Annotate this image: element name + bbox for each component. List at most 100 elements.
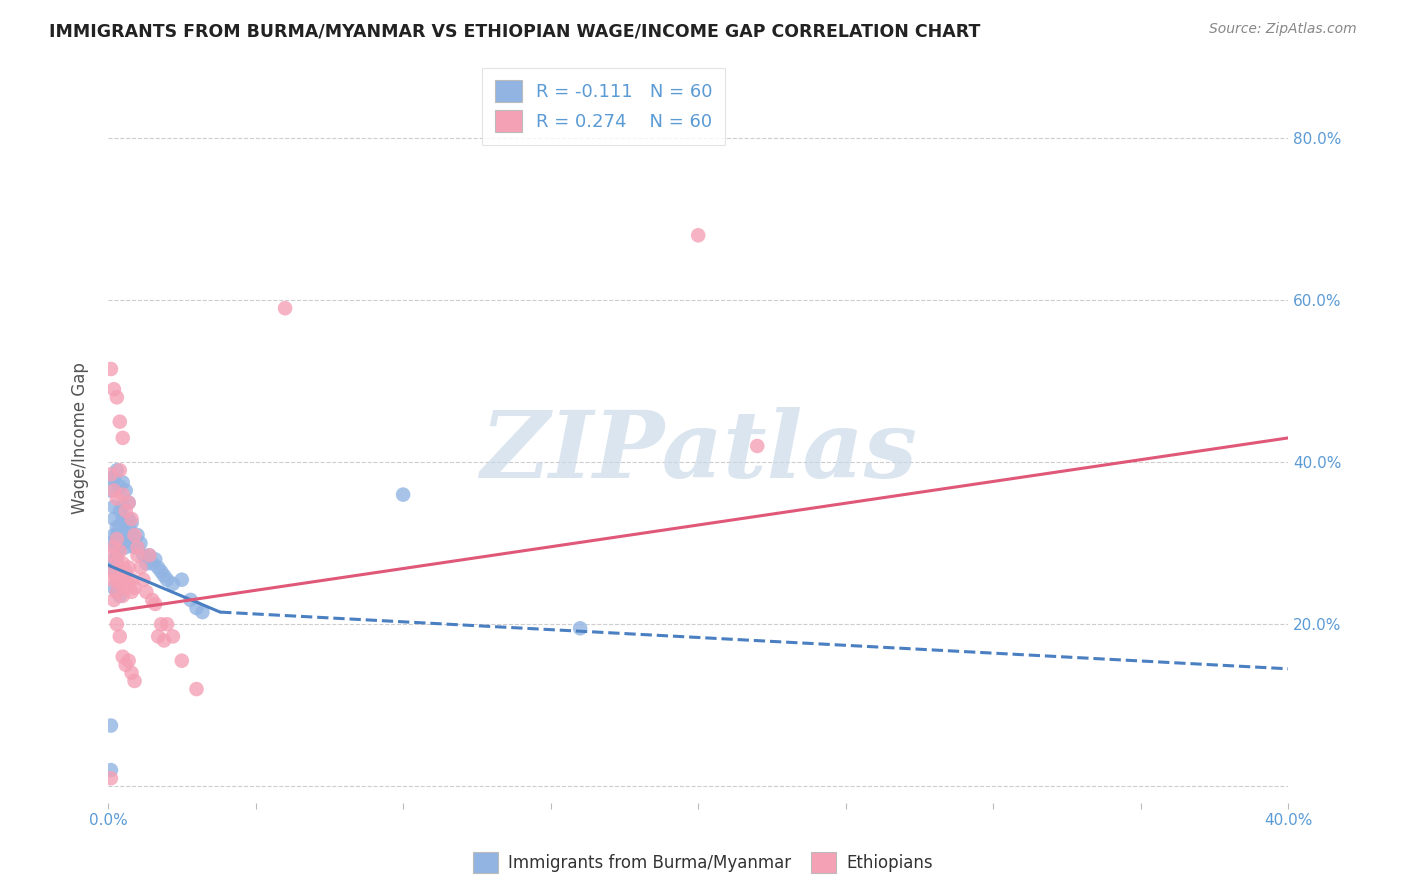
Point (105, 552, 128, 566)
Point (121, 528, 143, 542)
Legend: R = -0.111   N = 60, R = 0.274    N = 60: R = -0.111 N = 60, R = 0.274 N = 60 (482, 68, 725, 145)
Point (121, 584, 143, 599)
Point (111, 431, 134, 445)
Point (124, 541, 146, 555)
Point (105, 532, 128, 546)
Point (186, 601, 208, 615)
Point (108, 576, 131, 591)
Point (569, 621, 592, 635)
Point (111, 516, 134, 530)
Point (108, 479, 131, 493)
Point (114, 565, 136, 579)
Point (129, 560, 152, 574)
Point (129, 536, 152, 550)
Point (103, 483, 125, 498)
Point (111, 512, 134, 526)
Point (111, 487, 134, 501)
Point (105, 584, 128, 599)
Text: ZIPatlas: ZIPatlas (479, 408, 917, 498)
Point (156, 617, 179, 632)
Point (162, 629, 184, 643)
Point (114, 483, 136, 498)
Point (121, 573, 143, 587)
Point (103, 500, 125, 514)
Point (117, 512, 139, 526)
Point (105, 520, 128, 534)
Point (108, 560, 131, 574)
Point (114, 528, 136, 542)
Point (108, 589, 131, 603)
Point (105, 573, 128, 587)
Point (103, 565, 125, 579)
Point (153, 633, 176, 648)
Point (688, 228, 710, 243)
Text: IMMIGRANTS FROM BURMA/MYANMAR VS ETHIOPIAN WAGE/INCOME GAP CORRELATION CHART: IMMIGRANTS FROM BURMA/MYANMAR VS ETHIOPI… (49, 22, 980, 40)
Point (138, 549, 160, 563)
Y-axis label: Wage/Income Gap: Wage/Income Gap (72, 362, 89, 514)
Point (108, 463, 131, 477)
Point (100, 573, 122, 587)
Point (141, 557, 163, 571)
Point (150, 617, 173, 632)
Point (105, 617, 128, 632)
Point (100, 718, 122, 732)
Point (117, 496, 139, 510)
Point (114, 512, 136, 526)
Point (103, 471, 125, 485)
Point (100, 763, 122, 777)
Point (103, 593, 125, 607)
Point (100, 471, 122, 485)
Point (127, 541, 149, 555)
Point (108, 528, 131, 542)
Point (100, 560, 122, 574)
Point (103, 512, 125, 526)
Point (191, 605, 214, 619)
Point (105, 541, 128, 555)
Point (170, 573, 193, 587)
Point (105, 557, 128, 571)
Point (105, 536, 128, 550)
Point (114, 657, 136, 672)
Point (105, 463, 128, 477)
Point (100, 549, 122, 563)
Point (127, 528, 149, 542)
Point (117, 496, 139, 510)
Point (105, 549, 128, 563)
Point (124, 673, 146, 688)
Point (100, 362, 122, 376)
Point (100, 771, 122, 785)
Point (117, 520, 139, 534)
Point (103, 528, 125, 542)
Point (162, 576, 184, 591)
Point (121, 665, 143, 680)
Legend: Immigrants from Burma/Myanmar, Ethiopians: Immigrants from Burma/Myanmar, Ethiopian… (467, 846, 939, 880)
Point (108, 544, 131, 558)
Point (108, 629, 131, 643)
Point (114, 504, 136, 518)
Point (100, 536, 122, 550)
Point (132, 549, 155, 563)
Point (111, 573, 134, 587)
Point (117, 576, 139, 591)
Point (105, 390, 128, 404)
Point (121, 512, 143, 526)
Point (124, 532, 146, 546)
Point (127, 549, 149, 563)
Point (141, 593, 163, 607)
Point (105, 491, 128, 506)
Point (153, 568, 176, 582)
Point (135, 584, 157, 599)
Point (274, 301, 297, 316)
Point (143, 597, 166, 611)
Point (108, 415, 131, 429)
Point (111, 589, 134, 603)
Point (138, 549, 160, 563)
Point (108, 541, 131, 555)
Point (146, 560, 169, 574)
Point (100, 467, 122, 482)
Point (108, 504, 131, 518)
Point (114, 581, 136, 595)
Point (103, 541, 125, 555)
Point (146, 629, 169, 643)
Point (392, 487, 415, 501)
